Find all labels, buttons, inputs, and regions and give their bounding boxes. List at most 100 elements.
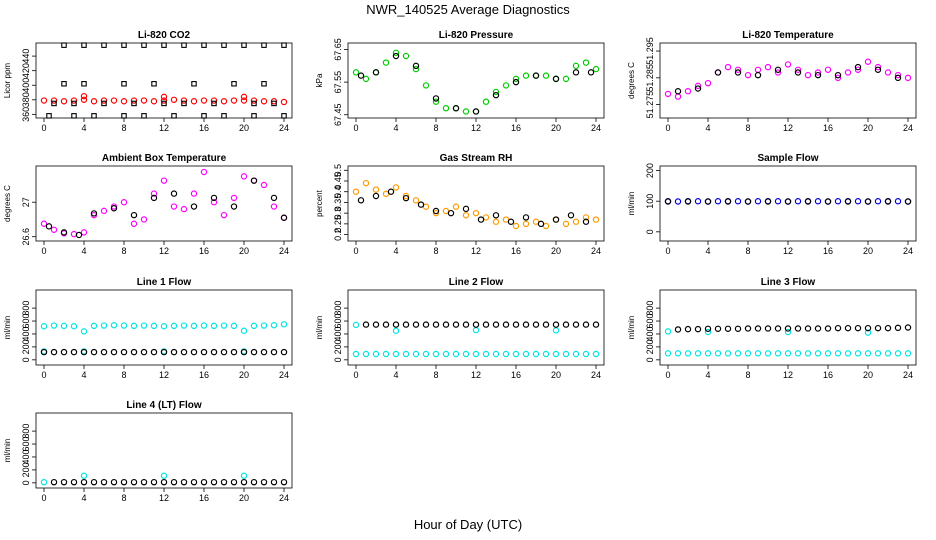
- data-point: [70, 230, 78, 238]
- data-point: [854, 324, 862, 332]
- data-point: [537, 220, 545, 228]
- data-point: [80, 348, 88, 356]
- data-point: [894, 350, 902, 357]
- y-axis-label: percent: [315, 189, 324, 216]
- data-point: [764, 63, 772, 71]
- data-point: [170, 203, 178, 210]
- data-point: [432, 98, 440, 105]
- y-axis-label: ml/min: [3, 316, 12, 340]
- data-point: [412, 62, 420, 70]
- data-point: [824, 66, 832, 73]
- data-point: [260, 322, 268, 329]
- data-point: [774, 198, 782, 205]
- data-point: [260, 478, 268, 486]
- data-point: [100, 348, 108, 356]
- data-point: [764, 325, 772, 332]
- data-point: [230, 478, 238, 486]
- data-point: [80, 472, 88, 479]
- data-point: [121, 81, 127, 87]
- data-point: [714, 325, 722, 332]
- x-axis-caption: Hour of Day (UTC): [413, 517, 523, 532]
- data-point: [834, 350, 842, 357]
- data-point: [280, 214, 288, 221]
- data-point: [477, 216, 485, 223]
- data-point: [572, 218, 580, 225]
- data-point: [532, 350, 540, 358]
- data-point: [240, 97, 248, 104]
- data-point: [170, 96, 178, 103]
- x-tick-label: 16: [823, 246, 833, 256]
- data-point: [201, 42, 207, 48]
- data-point: [452, 203, 460, 210]
- data-point: [372, 69, 380, 76]
- y-axis-label: degrees C: [3, 185, 12, 222]
- x-tick-label: 16: [823, 123, 833, 133]
- data-point: [704, 350, 712, 357]
- data-point: [240, 93, 248, 101]
- data-point: [824, 198, 832, 205]
- x-tick-label: 0: [665, 246, 670, 256]
- data-point: [270, 478, 278, 486]
- data-point: [352, 321, 360, 329]
- data-point: [362, 75, 370, 83]
- data-point: [854, 350, 862, 357]
- x-tick-label: 24: [591, 246, 601, 256]
- data-point: [250, 478, 258, 486]
- data-point: [714, 198, 722, 205]
- data-point: [744, 350, 752, 357]
- data-point: [884, 69, 892, 76]
- data-point: [220, 348, 228, 356]
- data-point: [81, 81, 87, 87]
- data-point: [151, 81, 157, 87]
- y-tick-label: 67.65: [333, 38, 343, 61]
- data-point: [512, 350, 520, 358]
- data-point: [280, 321, 288, 328]
- data-point: [50, 478, 58, 486]
- y-tick-label: 800: [21, 301, 31, 316]
- data-point: [392, 52, 400, 60]
- data-point: [160, 97, 168, 104]
- data-point: [422, 321, 430, 328]
- data-point: [582, 214, 590, 221]
- data-point: [472, 321, 480, 328]
- data-point: [704, 328, 712, 336]
- data-point: [874, 198, 882, 205]
- data-point: [674, 198, 682, 205]
- data-point: [567, 212, 575, 219]
- data-point: [250, 177, 258, 184]
- data-point: [592, 321, 600, 328]
- data-point: [121, 113, 127, 119]
- data-point: [432, 207, 440, 215]
- x-tick-label: 12: [159, 123, 169, 133]
- x-tick-label: 16: [199, 123, 209, 133]
- data-point: [794, 198, 802, 205]
- data-point: [684, 88, 692, 95]
- data-point: [804, 325, 812, 332]
- data-point: [764, 350, 772, 357]
- data-point: [542, 350, 550, 358]
- data-point: [75, 231, 83, 239]
- panel-title: Gas Stream RH: [440, 153, 513, 164]
- data-point: [90, 98, 98, 105]
- data-point: [200, 348, 208, 356]
- data-point: [417, 201, 425, 208]
- x-tick-label: 16: [823, 370, 833, 380]
- data-point: [814, 198, 822, 205]
- x-tick-label: 24: [279, 493, 289, 503]
- data-point: [562, 75, 570, 83]
- data-point: [814, 350, 822, 357]
- x-tick-label: 4: [705, 123, 710, 133]
- data-point: [522, 220, 530, 228]
- data-point: [230, 348, 238, 356]
- data-point: [190, 478, 198, 486]
- data-point: [160, 93, 168, 101]
- data-point: [230, 322, 238, 330]
- data-point: [492, 350, 500, 358]
- data-point: [864, 198, 872, 205]
- x-tick-label: 0: [41, 370, 46, 380]
- data-point: [130, 478, 138, 486]
- plot-frame: [35, 42, 293, 119]
- panel-10: Line 4 (LT) Flow ml/min 0 4 8 12 16 20 24 0 200400…: [3, 400, 293, 503]
- data-point: [754, 66, 762, 73]
